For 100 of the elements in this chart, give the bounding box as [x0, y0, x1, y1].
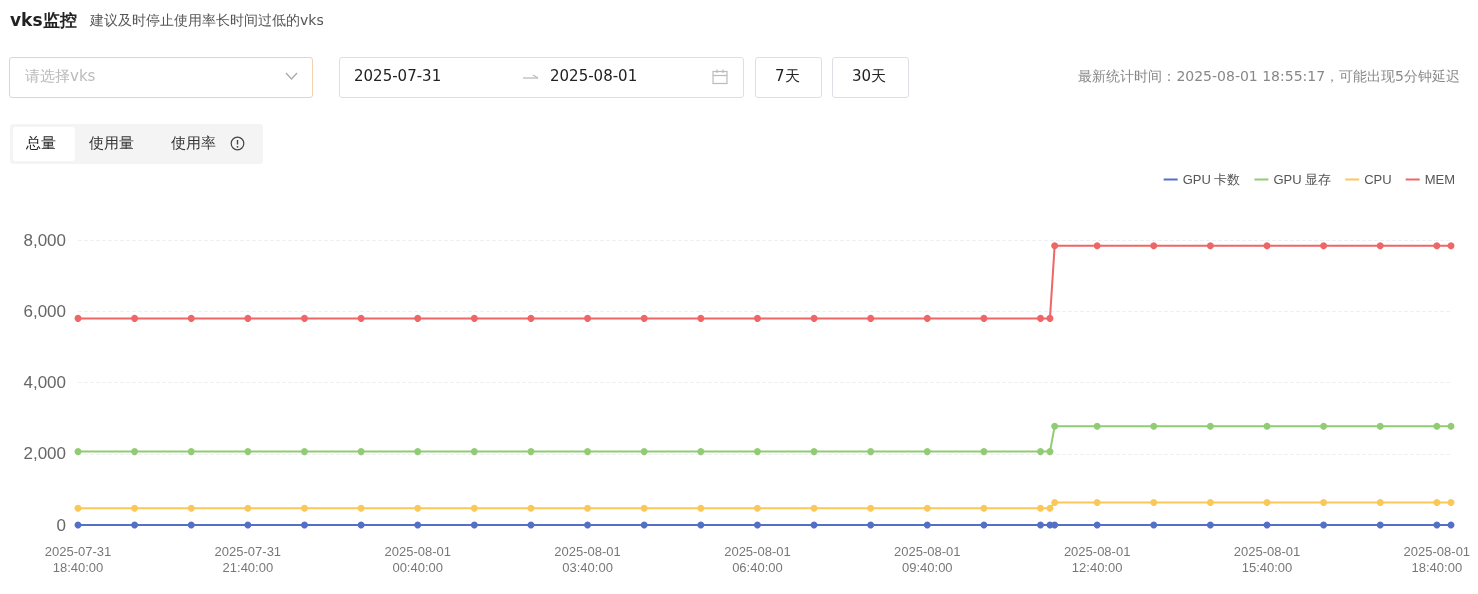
point — [753, 504, 761, 512]
point — [1150, 422, 1158, 430]
y-tick-label: 8,000 — [23, 230, 66, 250]
x-tick-label: 2025-07-31 18:40:00 — [44, 543, 112, 575]
point — [640, 448, 648, 456]
point — [1037, 521, 1045, 529]
point — [753, 521, 761, 529]
point — [867, 504, 875, 512]
point — [584, 504, 592, 512]
point — [1037, 448, 1045, 456]
point — [1376, 422, 1384, 430]
x-tick-label: 2025-08-01 12:40:00 — [1063, 543, 1131, 575]
point — [697, 521, 705, 529]
point — [1051, 499, 1059, 507]
point — [1206, 422, 1214, 430]
text: 7天 — [775, 67, 800, 86]
point — [470, 504, 478, 512]
point — [300, 504, 308, 512]
point — [414, 314, 422, 322]
point — [923, 504, 931, 512]
y-tick-label: 6,000 — [23, 301, 66, 321]
point — [1051, 521, 1059, 529]
text: 30天 — [852, 67, 887, 86]
point — [244, 448, 252, 456]
legend-label: GPU 卡数 — [1182, 172, 1241, 187]
point — [697, 314, 705, 322]
point — [187, 448, 195, 456]
point — [74, 314, 82, 322]
point — [810, 504, 818, 512]
point — [131, 504, 139, 512]
point — [1376, 242, 1384, 250]
chart-subtitle: 建议及时停止使用率长时间过低的vks — [90, 12, 324, 30]
y-tick-label: 4,000 — [23, 373, 66, 392]
point — [1263, 422, 1271, 430]
point — [1150, 521, 1158, 529]
point — [1320, 242, 1328, 250]
point — [470, 521, 478, 529]
point — [1376, 521, 1384, 529]
point — [980, 448, 988, 456]
point — [697, 504, 705, 512]
point — [867, 521, 875, 529]
text: 使用率 — [171, 134, 216, 153]
point — [1376, 499, 1384, 507]
point — [187, 314, 195, 322]
point — [187, 521, 195, 529]
point — [584, 521, 592, 529]
point — [1447, 499, 1455, 507]
point — [244, 504, 252, 512]
point — [753, 448, 761, 456]
x-tick-label: 2025-08-01 18:40:00 — [1403, 543, 1471, 575]
point — [300, 314, 308, 322]
point — [131, 314, 139, 322]
point — [1433, 242, 1441, 250]
point — [1320, 422, 1328, 430]
text: 请选择vks — [25, 67, 96, 86]
point — [414, 504, 422, 512]
point — [867, 314, 875, 322]
x-tick-label: 2025-07-31 21:40:00 — [214, 543, 282, 575]
point — [1046, 504, 1054, 512]
point — [1037, 314, 1045, 322]
point — [527, 448, 535, 456]
point — [923, 314, 931, 322]
point — [1320, 499, 1328, 507]
point — [1051, 422, 1059, 430]
text: 2025-07-31 — [354, 67, 442, 85]
y-tick-label: 2,000 — [23, 444, 66, 464]
text: 最新统计时间：2025-08-01 18:55:17，可能出现5分钟延迟 — [1078, 68, 1460, 86]
point — [1447, 422, 1455, 430]
point — [357, 314, 365, 322]
point — [923, 448, 931, 456]
point — [1046, 448, 1054, 456]
point — [1320, 521, 1328, 529]
point — [1051, 242, 1059, 250]
point — [1206, 242, 1214, 250]
point — [923, 521, 931, 529]
legend-label: CPU — [1364, 172, 1392, 187]
point — [697, 448, 705, 456]
point — [1433, 499, 1441, 507]
point — [74, 504, 82, 512]
point — [980, 314, 988, 322]
point — [1206, 499, 1214, 507]
point — [470, 448, 478, 456]
x-tick-label: 2025-08-01 03:40:00 — [554, 543, 621, 575]
point — [357, 448, 365, 456]
chart-title: vks监控 — [10, 9, 77, 32]
point — [414, 521, 422, 529]
point — [1433, 422, 1441, 430]
point — [584, 314, 592, 322]
point — [1206, 521, 1214, 529]
legend-label: GPU 显存 — [1273, 172, 1332, 187]
x-tick-label: 2025-08-01 09:40:00 — [894, 543, 961, 575]
point — [1093, 499, 1101, 507]
point — [131, 448, 139, 456]
point — [1037, 504, 1045, 512]
point — [1263, 499, 1271, 507]
point — [640, 504, 648, 512]
point — [131, 521, 139, 529]
y-tick-label: 0 — [56, 515, 66, 535]
text: 使用量 — [89, 134, 134, 153]
point — [1447, 242, 1455, 250]
